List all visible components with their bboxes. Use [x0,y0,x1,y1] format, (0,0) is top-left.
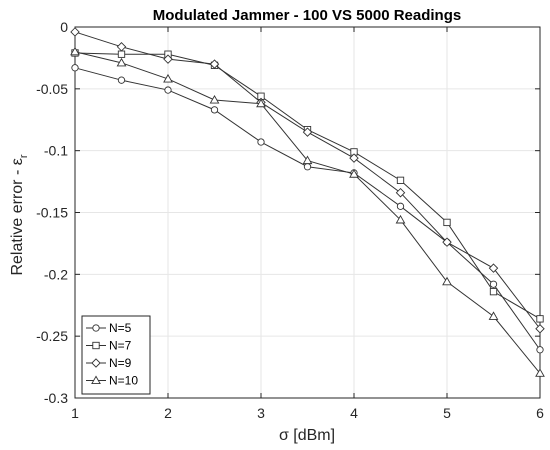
data-point [396,176,405,184]
data-point [442,276,452,286]
data-point [349,169,359,178]
legend-item: N=10 [86,374,138,388]
legend-marker [92,324,100,332]
y-tick-label: -0.3 [44,390,68,406]
data-point [489,280,498,288]
x-tick-label: 1 [71,405,79,421]
data-point [70,46,80,56]
y-tick-label: -0.15 [36,205,68,221]
y-tick-label: -0.2 [44,266,68,282]
data-point [535,368,545,377]
legend-marker [91,358,101,368]
data-point [116,42,127,52]
data-series [70,27,545,377]
data-point [442,237,452,247]
data-point [163,73,173,83]
data-point [535,324,545,334]
x-tick-label: 2 [164,405,172,421]
data-point [163,54,173,64]
x-tick-label: 4 [350,405,358,421]
data-point [396,202,405,210]
data-point [209,94,220,104]
tick-labels: 1 2 3 4 5 6 0 -0.05 -0.1 -0.15 -0.2 -0.25 -0.3 [36,19,544,421]
series-n-10 [70,46,545,377]
data-point [117,76,126,84]
data-point [302,155,313,165]
legend-item: N=7 [86,339,132,353]
data-point [443,218,451,227]
data-point [395,214,406,224]
y-tick-label: -0.05 [36,81,68,97]
data-point [257,138,265,146]
legend: N=5 N=7 N=9 N=10 [81,315,151,395]
data-point [303,163,312,171]
data-point [489,287,498,296]
series-n-9 [70,27,545,334]
y-tick-label: -0.25 [36,328,68,344]
y-tick-label: -0.1 [44,143,68,159]
data-point [70,27,80,37]
legend-item: N=5 [86,321,132,335]
y-axis-label: Relative error - εr [9,154,30,275]
legend-label: N=9 [109,356,132,370]
data-point [210,106,219,114]
data-point [116,57,127,67]
x-axis-label: σ [dBm] [279,427,335,444]
data-point [536,315,544,323]
y-axis-label-group: Relative error - εr [9,154,30,275]
y-axis-label-main: Relative error - ε [9,158,26,275]
legend-label: N=7 [109,339,132,353]
legend-item: N=9 [86,356,132,370]
legend-marker [92,341,100,350]
data-point [488,311,499,320]
x-tick-label: 3 [257,405,265,421]
chart-title: Modulated Jammer - 100 VS 5000 Readings [153,7,461,24]
y-tick-label: 0 [60,19,68,35]
data-point [349,153,359,163]
data-point [488,263,499,273]
data-point [256,98,266,108]
y-axis-label-subscript: r [18,154,30,158]
data-point [302,127,313,137]
x-tick-label: 6 [536,405,544,421]
data-point [164,86,172,94]
axes [74,26,541,399]
legend-label: N=10 [109,374,138,388]
data-point [71,64,79,72]
legend-marker [91,375,101,385]
data-point [395,187,406,198]
data-point [209,59,220,69]
data-point [117,50,126,58]
data-point [536,346,544,354]
x-tick-label: 5 [443,405,451,421]
legend-label: N=5 [109,321,132,335]
